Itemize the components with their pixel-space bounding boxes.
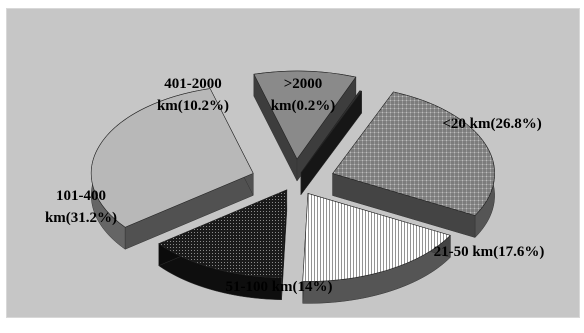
slice-label-line: <20 km(26.8%) — [442, 116, 541, 132]
slice-label-6: >2000 km(0.2%) — [271, 76, 336, 114]
pie-slice-6 — [300, 90, 363, 173]
slice-label-line: >2000 — [284, 76, 323, 92]
slice-label-line: 21-50 km(17.6%) — [434, 244, 545, 260]
slice-label-line: 401-2000 — [164, 76, 222, 92]
slice-label-line: 51-100 km(14%) — [225, 279, 332, 295]
slice-label-2: 21-50 km(17.6%) — [434, 244, 545, 260]
pie-slice-5 — [253, 70, 357, 160]
slice-label-5: 401-2000 km(10.2%) — [157, 76, 229, 114]
slice-label-line: km(10.2%) — [157, 98, 229, 114]
pie-slice-2 — [302, 193, 451, 282]
chart-area: <20 km(26.8%) 21-50 km(17.6%) 51-100 km(14… — [6, 8, 580, 318]
pie-slice-3 — [158, 189, 288, 279]
slice-label-4: 101-400 km(31.2%) — [45, 188, 117, 226]
pie-slice-4 — [90, 88, 254, 228]
slice-label-line: 101-400 — [56, 188, 106, 204]
pie-slice-1 — [332, 91, 495, 216]
slice-label-line: km(31.2%) — [45, 210, 117, 226]
slice-label-line: km(0.2%) — [271, 98, 336, 114]
slice-label-1: <20 km(26.8%) — [442, 116, 541, 132]
slice-label-3: 51-100 km(14%) — [225, 279, 332, 295]
pie-chart: <20 km(26.8%) 21-50 km(17.6%) 51-100 km(14… — [45, 70, 545, 304]
